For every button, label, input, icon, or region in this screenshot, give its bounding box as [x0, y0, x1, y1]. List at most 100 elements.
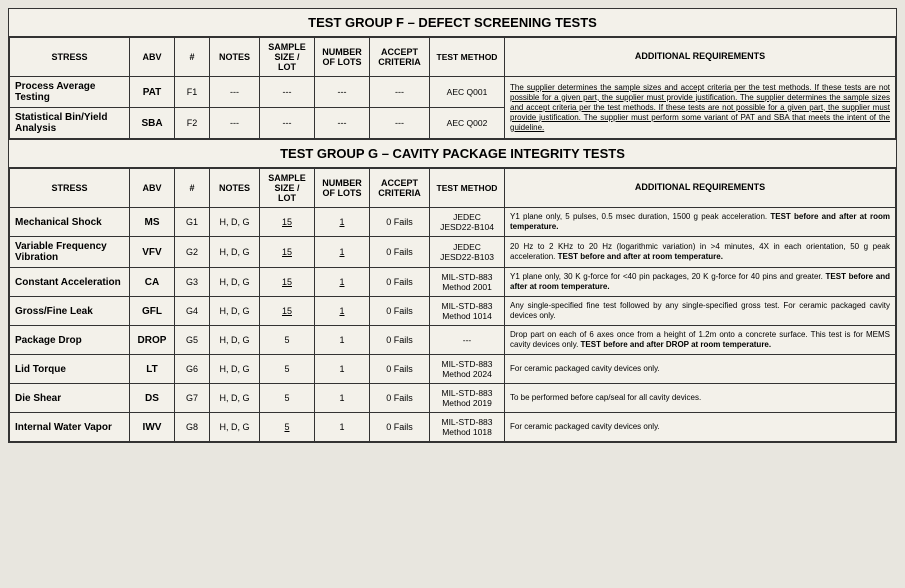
cell-notes: ---: [210, 77, 260, 108]
cell-method: MIL-STD-883 Method 1018: [430, 413, 505, 442]
cell-stress: Statistical Bin/Yield Analysis: [10, 108, 130, 139]
cell-num: G8: [175, 413, 210, 442]
cell-sample: 15: [260, 208, 315, 237]
cell-num: G6: [175, 355, 210, 384]
cell-req: Any single-specified fine test followed …: [505, 297, 896, 326]
cell-lots: 1: [315, 326, 370, 355]
cell-abv: DS: [130, 384, 175, 413]
cell-stress: Gross/Fine Leak: [10, 297, 130, 326]
cell-num: G5: [175, 326, 210, 355]
cell-lots: 1: [315, 384, 370, 413]
document-container: TEST GROUP F – DEFECT SCREENING TESTS ST…: [8, 8, 897, 443]
cell-req: Drop part on each of 6 axes once from a …: [505, 326, 896, 355]
group-g-table: STRESS ABV # NOTES SAMPLE SIZE / LOT NUM…: [9, 168, 896, 442]
cell-abv: VFV: [130, 237, 175, 268]
cell-req: To be performed before cap/seal for all …: [505, 384, 896, 413]
cell-abv: IWV: [130, 413, 175, 442]
cell-num: F1: [175, 77, 210, 108]
table-row: Mechanical ShockMSG1H, D, G1510 FailsJED…: [10, 208, 896, 237]
cell-accept: 0 Fails: [370, 326, 430, 355]
cell-accept: 0 Fails: [370, 413, 430, 442]
cell-method: MIL-STD-883 Method 2001: [430, 268, 505, 297]
header-notes: NOTES: [210, 169, 260, 208]
cell-sample: 15: [260, 297, 315, 326]
header-accept: ACCEPT CRITERIA: [370, 169, 430, 208]
cell-lots: 1: [315, 355, 370, 384]
header-num: #: [175, 38, 210, 77]
cell-sample: 5: [260, 326, 315, 355]
cell-abv: SBA: [130, 108, 175, 139]
cell-accept: ---: [370, 108, 430, 139]
cell-sample: 5: [260, 384, 315, 413]
cell-lots: 1: [315, 268, 370, 297]
cell-lots: ---: [315, 108, 370, 139]
header-lots: NUMBER OF LOTS: [315, 38, 370, 77]
table-row: Die ShearDSG7H, D, G510 FailsMIL-STD-883…: [10, 384, 896, 413]
cell-notes: H, D, G: [210, 268, 260, 297]
header-lots: NUMBER OF LOTS: [315, 169, 370, 208]
cell-abv: GFL: [130, 297, 175, 326]
header-method: TEST METHOD: [430, 38, 505, 77]
table-row: Package DropDROPG5H, D, G510 Fails---Dro…: [10, 326, 896, 355]
cell-stress: Lid Torque: [10, 355, 130, 384]
table-row: Process Average TestingPATF1------------…: [10, 77, 896, 108]
group-g-title: TEST GROUP G – CAVITY PACKAGE INTEGRITY …: [9, 139, 896, 168]
header-method: TEST METHOD: [430, 169, 505, 208]
cell-stress: Package Drop: [10, 326, 130, 355]
cell-num: G4: [175, 297, 210, 326]
cell-accept: 0 Fails: [370, 297, 430, 326]
table-row: Internal Water VaporIWVG8H, D, G510 Fail…: [10, 413, 896, 442]
cell-abv: PAT: [130, 77, 175, 108]
table-row: Gross/Fine LeakGFLG4H, D, G1510 FailsMIL…: [10, 297, 896, 326]
cell-req: Y1 plane only, 5 pulses, 0.5 msec durati…: [505, 208, 896, 237]
cell-accept: 0 Fails: [370, 268, 430, 297]
group-g-header-row: STRESS ABV # NOTES SAMPLE SIZE / LOT NUM…: [10, 169, 896, 208]
header-req: ADDITIONAL REQUIREMENTS: [505, 169, 896, 208]
header-accept: ACCEPT CRITERIA: [370, 38, 430, 77]
cell-abv: MS: [130, 208, 175, 237]
cell-method: AEC Q002: [430, 108, 505, 139]
cell-accept: 0 Fails: [370, 208, 430, 237]
table-row: Lid TorqueLTG6H, D, G510 FailsMIL-STD-88…: [10, 355, 896, 384]
cell-method: ---: [430, 326, 505, 355]
cell-lots: 1: [315, 237, 370, 268]
cell-stress: Process Average Testing: [10, 77, 130, 108]
cell-sample: 5: [260, 355, 315, 384]
cell-lots: 1: [315, 413, 370, 442]
group-f-title: TEST GROUP F – DEFECT SCREENING TESTS: [9, 9, 896, 37]
cell-notes: H, D, G: [210, 237, 260, 268]
header-stress: STRESS: [10, 38, 130, 77]
cell-notes: H, D, G: [210, 208, 260, 237]
cell-method: MIL-STD-883 Method 2024: [430, 355, 505, 384]
cell-req: For ceramic packaged cavity devices only…: [505, 355, 896, 384]
cell-req-merged: The supplier determines the sample sizes…: [505, 77, 896, 139]
cell-sample: 15: [260, 268, 315, 297]
cell-num: F2: [175, 108, 210, 139]
header-notes: NOTES: [210, 38, 260, 77]
cell-abv: CA: [130, 268, 175, 297]
cell-lots: 1: [315, 208, 370, 237]
cell-accept: ---: [370, 77, 430, 108]
cell-notes: ---: [210, 108, 260, 139]
cell-accept: 0 Fails: [370, 384, 430, 413]
cell-notes: H, D, G: [210, 413, 260, 442]
cell-stress: Variable Frequency Vibration: [10, 237, 130, 268]
cell-stress: Mechanical Shock: [10, 208, 130, 237]
cell-sample: ---: [260, 108, 315, 139]
table-row: Variable Frequency VibrationVFVG2H, D, G…: [10, 237, 896, 268]
cell-method: MIL-STD-883 Method 1014: [430, 297, 505, 326]
cell-lots: ---: [315, 77, 370, 108]
cell-notes: H, D, G: [210, 297, 260, 326]
group-f-header-row: STRESS ABV # NOTES SAMPLE SIZE / LOT NUM…: [10, 38, 896, 77]
cell-abv: DROP: [130, 326, 175, 355]
cell-accept: 0 Fails: [370, 355, 430, 384]
cell-abv: LT: [130, 355, 175, 384]
cell-req: 20 Hz to 2 KHz to 20 Hz (logarithmic var…: [505, 237, 896, 268]
table-row: Constant AccelerationCAG3H, D, G1510 Fai…: [10, 268, 896, 297]
cell-stress: Internal Water Vapor: [10, 413, 130, 442]
group-f-table: STRESS ABV # NOTES SAMPLE SIZE / LOT NUM…: [9, 37, 896, 139]
cell-num: G7: [175, 384, 210, 413]
cell-notes: H, D, G: [210, 355, 260, 384]
cell-num: G2: [175, 237, 210, 268]
cell-stress: Die Shear: [10, 384, 130, 413]
